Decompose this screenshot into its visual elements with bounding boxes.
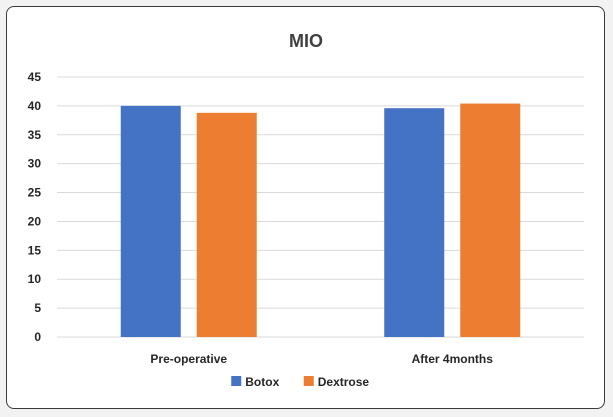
bars: [120, 103, 521, 337]
bar-botox-0: [120, 105, 181, 337]
y-tick-label: 15: [28, 243, 42, 257]
legend-swatch-botox: [231, 376, 242, 386]
legend: Botox Dextrose: [231, 375, 369, 389]
y-tick-label: 35: [28, 128, 42, 142]
x-category-label: After 4months: [412, 352, 494, 366]
legend-swatch-dextrose: [303, 376, 314, 386]
legend-label-dextrose: Dextrose: [318, 375, 370, 389]
bar-dextrose-1: [460, 103, 521, 337]
bar-botox-1: [384, 108, 445, 337]
y-axis-ticks: 0 5 10 15 20 25 30 35 40 45: [28, 70, 42, 344]
legend-label-botox: Botox: [245, 375, 279, 389]
y-tick-label: 0: [34, 330, 41, 344]
y-tick-label: 5: [34, 301, 41, 315]
chart-frame: MIO 0 5 10 15 20 25 30 35 40 45 Pre-operative Afte…: [6, 6, 605, 409]
y-tick-label: 40: [28, 99, 42, 113]
y-tick-label: 10: [28, 272, 42, 286]
bar-dextrose-0: [196, 112, 257, 337]
y-tick-label: 25: [28, 186, 42, 200]
chart-title: MIO: [289, 31, 323, 51]
x-category-label: Pre-operative: [150, 352, 227, 366]
bar-chart: MIO 0 5 10 15 20 25 30 35 40 45 Pre-operative Afte…: [28, 31, 584, 389]
x-axis-categories: Pre-operative After 4months: [150, 352, 493, 366]
y-tick-label: 30: [28, 157, 42, 171]
y-tick-label: 20: [28, 214, 42, 228]
y-tick-label: 45: [28, 70, 42, 84]
